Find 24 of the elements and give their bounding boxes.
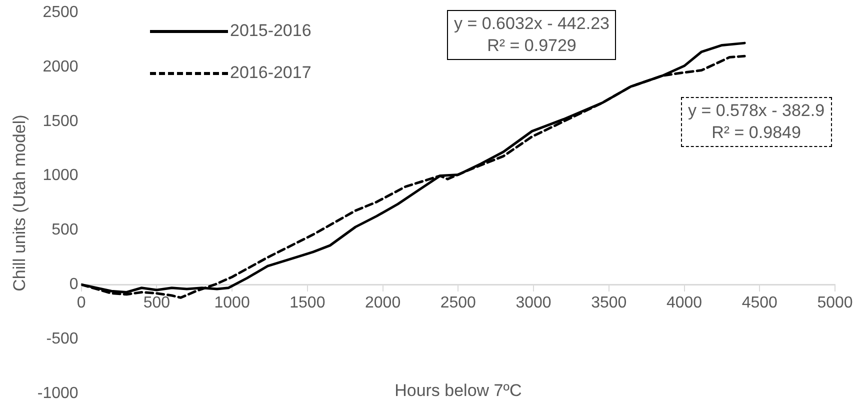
x-tick-label: 5000 (817, 294, 853, 312)
x-tick-label: 1000 (214, 294, 250, 312)
legend-label: 2016-2017 (230, 63, 312, 83)
annotation: y = 0.6032x - 442.23 R² = 0.9729 (447, 10, 616, 60)
y-tick-label: -500 (46, 330, 78, 348)
x-tick-label: 500 (143, 294, 170, 312)
x-tick-label: 2000 (364, 294, 401, 312)
legend-label: 2015-2016 (230, 21, 312, 41)
x-tick-label: 2500 (440, 294, 476, 312)
x-axis-title: Hours below 7ºC (394, 381, 522, 400)
y-tick-label: 2000 (42, 58, 78, 76)
y-axis-title: Chill units (Utah model) (10, 114, 29, 292)
x-tick-label: 3500 (591, 294, 627, 312)
y-tick-label: 1500 (42, 112, 78, 130)
y-tick-label: 0 (69, 276, 78, 294)
y-tick-label: -1000 (37, 384, 78, 402)
y-tick-label: 2500 (42, 4, 78, 22)
x-tick-label: 4500 (742, 294, 778, 312)
annotation: y = 0.578x - 382.9 R² = 0.9849 (681, 97, 832, 147)
x-tick-label: 1500 (290, 294, 326, 312)
x-tick-label: 3000 (516, 294, 552, 312)
y-tick-label: 1000 (42, 167, 78, 184)
y-tick-label: 500 (52, 222, 78, 239)
x-tick-label: 4000 (666, 294, 702, 312)
